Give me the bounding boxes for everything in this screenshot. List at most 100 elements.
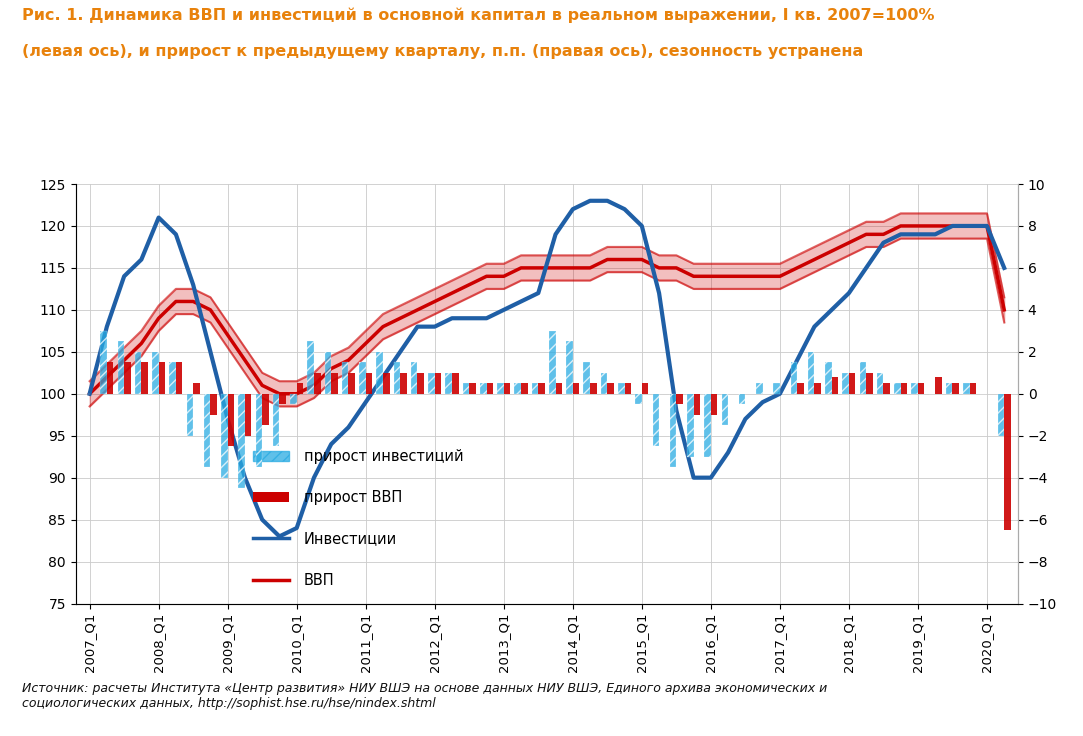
Bar (434, 372, 441, 394)
Bar (601, 372, 608, 394)
Bar (331, 372, 338, 394)
Bar (360, 362, 366, 394)
Bar (704, 394, 710, 456)
Bar (221, 394, 227, 478)
Bar (401, 372, 407, 394)
Bar (469, 383, 475, 394)
Bar (262, 394, 269, 425)
Bar (452, 372, 458, 394)
Bar (566, 342, 573, 394)
Bar (428, 372, 434, 394)
Bar (825, 362, 832, 394)
Bar (417, 372, 425, 394)
Bar (773, 383, 780, 394)
Bar (349, 372, 355, 394)
Bar (618, 383, 625, 394)
Bar (884, 383, 890, 394)
Bar (687, 394, 693, 456)
Bar (584, 362, 590, 394)
Bar (710, 394, 717, 415)
Bar (538, 383, 545, 394)
Bar (573, 383, 579, 394)
Bar (653, 394, 660, 446)
Bar (625, 383, 631, 394)
Bar (721, 394, 728, 425)
Bar (238, 394, 245, 488)
Bar (677, 394, 683, 404)
Bar (314, 372, 321, 394)
Bar (142, 362, 148, 394)
Bar (445, 372, 452, 394)
Bar (279, 394, 286, 404)
Bar (532, 383, 538, 394)
Bar (342, 362, 349, 394)
Bar (739, 394, 745, 404)
Bar (814, 383, 821, 394)
Bar (514, 383, 521, 394)
Bar (204, 394, 210, 467)
Text: Источник: расчеты Института «Центр развития» НИУ ВШЭ на основе данных НИУ ВШЭ, Е: Источник: расчеты Института «Центр разви… (22, 682, 827, 710)
Bar (590, 383, 597, 394)
Bar (101, 331, 107, 394)
Bar (273, 394, 279, 446)
Bar (912, 383, 918, 394)
Bar (290, 394, 297, 404)
Bar (227, 394, 234, 446)
Bar (175, 362, 182, 394)
Bar (918, 383, 925, 394)
Text: Рис. 1. Динамика ВВП и инвестиций в основной капитал в реальном выражении, I кв.: Рис. 1. Динамика ВВП и инвестиций в осно… (22, 7, 935, 23)
Bar (107, 362, 114, 394)
Bar (462, 383, 469, 394)
Bar (308, 342, 314, 394)
Legend: прирост инвестиций, прирост ВВП, Инвестиции, ВВП: прирост инвестиций, прирост ВВП, Инвести… (252, 449, 464, 588)
Bar (193, 383, 199, 394)
Bar (832, 377, 838, 394)
Bar (849, 372, 856, 394)
Bar (1004, 394, 1010, 530)
Bar (497, 383, 504, 394)
Bar (843, 372, 849, 394)
Bar (521, 383, 527, 394)
Bar (486, 383, 493, 394)
Bar (410, 362, 417, 394)
Bar (125, 362, 131, 394)
Bar (756, 383, 762, 394)
Bar (808, 352, 814, 394)
Bar (860, 362, 866, 394)
Bar (997, 394, 1004, 436)
Bar (877, 372, 884, 394)
Bar (394, 362, 401, 394)
Bar (152, 352, 158, 394)
Bar (797, 383, 804, 394)
Bar (504, 383, 510, 394)
Bar (134, 352, 142, 394)
Bar (895, 383, 901, 394)
Bar (669, 394, 677, 467)
Bar (169, 362, 175, 394)
Bar (366, 372, 373, 394)
Bar (383, 372, 390, 394)
Bar (636, 394, 642, 404)
Bar (118, 342, 125, 394)
Bar (791, 362, 797, 394)
Bar (608, 383, 614, 394)
Bar (186, 394, 193, 436)
Bar (297, 383, 303, 394)
Bar (945, 383, 952, 394)
Bar (693, 394, 700, 415)
Bar (969, 383, 976, 394)
Bar (325, 352, 331, 394)
Bar (256, 394, 262, 467)
Bar (377, 352, 383, 394)
Bar (963, 383, 969, 394)
Bar (642, 383, 649, 394)
Text: (левая ось), и прирост к предыдущему кварталу, п.п. (правая ось), сезонность уст: (левая ось), и прирост к предыдущему ква… (22, 44, 863, 59)
Bar (549, 331, 556, 394)
Bar (480, 383, 486, 394)
Bar (245, 394, 251, 436)
Bar (936, 377, 942, 394)
Bar (210, 394, 217, 415)
Bar (866, 372, 873, 394)
Bar (952, 383, 960, 394)
Bar (556, 383, 562, 394)
